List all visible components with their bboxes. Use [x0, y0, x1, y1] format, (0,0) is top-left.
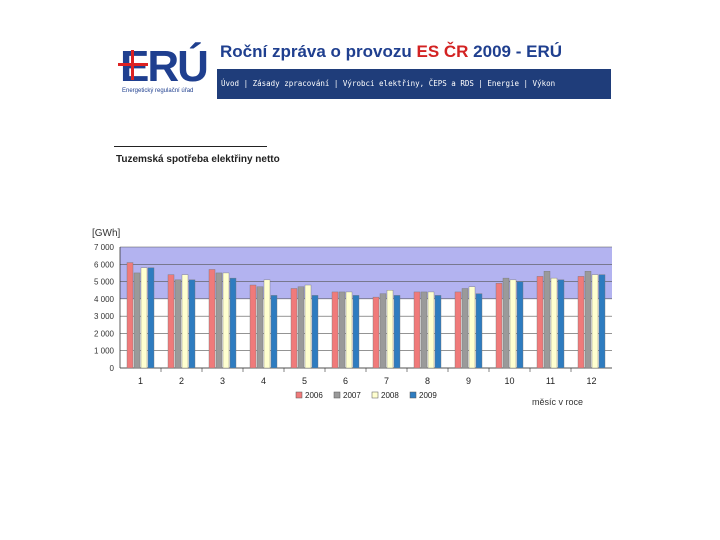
bar-2008-1: [140, 267, 148, 369]
bar-2006-1: [126, 262, 134, 369]
legend-label-2006: 2006: [305, 391, 323, 400]
x-tick-label: 9: [466, 376, 471, 386]
bar-2008-10: [509, 279, 517, 369]
bar-2009-6: [352, 295, 360, 369]
plot-background-band: [120, 247, 612, 299]
bar-2009-10: [516, 281, 524, 369]
bar-2009-3: [229, 277, 237, 369]
bar-2007-5: [297, 286, 305, 369]
bar-2009-11: [557, 279, 565, 369]
legend-swatch-2007: [333, 391, 341, 399]
bar-2009-5: [311, 295, 319, 369]
x-axis-label: měsíc v roce: [532, 397, 583, 407]
x-tick-label: 6: [343, 376, 348, 386]
x-tick-label: 1: [138, 376, 143, 386]
x-tick-label: 12: [586, 376, 596, 386]
legend-label-2007: 2007: [343, 391, 361, 400]
bar-2009-7: [393, 295, 401, 369]
x-tick-label: 5: [302, 376, 307, 386]
bar-2008-9: [468, 286, 476, 369]
y-tick-label: 7 000: [94, 243, 115, 252]
bar-2009-2: [188, 279, 196, 369]
y-tick-label: 5 000: [94, 278, 115, 287]
bar-2007-10: [502, 277, 510, 369]
y-tick-label: 2 000: [94, 329, 115, 338]
title-suffix: 2009 - ERÚ: [468, 42, 562, 61]
y-tick-label: 3 000: [94, 312, 115, 321]
bar-2007-4: [256, 286, 264, 369]
logo-subtitle: Energetický regulační úřad: [122, 88, 194, 94]
bar-2006-7: [372, 296, 380, 369]
nav-bar[interactable]: Úvod | Zásady zpracování | Výrobci elekt…: [217, 69, 611, 99]
y-axis-label: [GWh]: [92, 228, 121, 239]
x-tick-label: 8: [425, 376, 430, 386]
legend-swatch-2008: [371, 391, 379, 399]
title-prefix: Roční zpráva o provozu: [220, 42, 417, 61]
bar-2006-10: [495, 283, 503, 369]
legend-label-2008: 2008: [381, 391, 399, 400]
bar-2006-11: [536, 276, 544, 369]
bar-2007-9: [461, 288, 469, 369]
bar-2008-12: [591, 274, 599, 369]
page-title: Roční zpráva o provozu ES ČR 2009 - ERÚ: [220, 42, 562, 62]
bar-2008-8: [427, 291, 435, 369]
bar-2009-8: [434, 295, 442, 369]
title-highlight: ES ČR: [416, 42, 469, 61]
x-tick-label: 2: [179, 376, 184, 386]
bar-2007-1: [133, 272, 141, 369]
bar-2008-6: [345, 291, 353, 369]
bar-2007-7: [379, 293, 387, 369]
bar-2006-8: [413, 291, 421, 369]
bar-2007-12: [584, 271, 592, 369]
y-tick-label: 0: [110, 364, 115, 373]
logo-cross-vertical: [131, 50, 134, 80]
logo-text: ERÚ: [120, 42, 209, 91]
bar-2007-8: [420, 291, 428, 369]
x-tick-label: 3: [220, 376, 225, 386]
y-tick-label: 6 000: [94, 260, 115, 269]
bar-2008-2: [181, 274, 189, 369]
x-tick-label: 10: [504, 376, 514, 386]
bar-2009-4: [270, 295, 278, 369]
x-tick-label: 11: [546, 376, 555, 386]
bar-2006-3: [208, 269, 216, 369]
legend-swatch-2009: [409, 391, 417, 399]
y-tick-label: 1 000: [94, 347, 115, 356]
bar-2008-3: [222, 272, 230, 369]
section-subtitle: Tuzemská spotřeba elektřiny netto: [116, 154, 280, 165]
bar-2007-6: [338, 291, 346, 369]
bar-2006-6: [331, 291, 339, 369]
bar-2006-4: [249, 284, 257, 369]
bar-2007-2: [174, 279, 182, 369]
bar-2007-3: [215, 272, 223, 369]
y-tick-label: 4 000: [94, 295, 115, 304]
legend-label-2009: 2009: [419, 391, 437, 400]
bar-2008-4: [263, 279, 271, 369]
bar-2006-2: [167, 274, 175, 369]
bar-2007-11: [543, 271, 551, 369]
section-rule: [114, 146, 267, 147]
bar-2009-9: [475, 293, 483, 369]
bar-2008-7: [386, 290, 394, 369]
bar-2006-12: [577, 276, 585, 369]
bar-2006-9: [454, 291, 462, 369]
legend-swatch-2006: [295, 391, 303, 399]
x-tick-label: 4: [261, 376, 266, 386]
bar-2009-1: [147, 267, 155, 369]
bar-2006-5: [290, 288, 298, 369]
eru-logo: ERÚ Energetický regulační úřad: [114, 40, 214, 100]
bar-2008-5: [304, 284, 312, 369]
bar-2009-12: [598, 274, 606, 369]
bar-2008-11: [550, 277, 558, 369]
x-tick-label: 7: [384, 376, 389, 386]
